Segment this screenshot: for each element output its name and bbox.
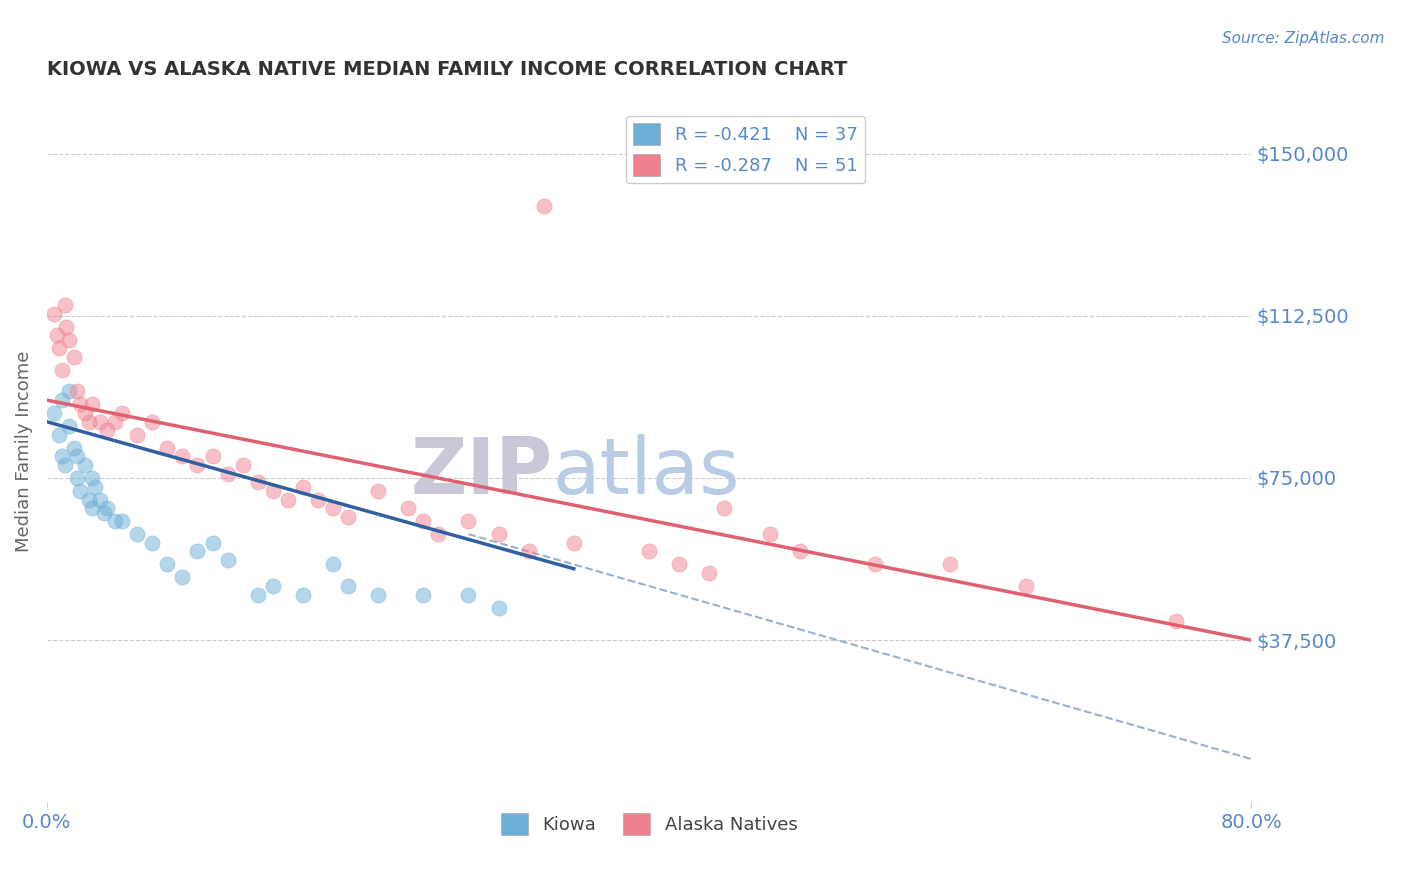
Point — [232, 458, 254, 472]
Point — [488, 527, 510, 541]
Point — [262, 579, 284, 593]
Point — [156, 558, 179, 572]
Text: Source: ZipAtlas.com: Source: ZipAtlas.com — [1222, 31, 1385, 46]
Point — [48, 341, 70, 355]
Point — [1014, 579, 1036, 593]
Point — [201, 450, 224, 464]
Point — [186, 544, 208, 558]
Point — [217, 467, 239, 481]
Point — [48, 427, 70, 442]
Point — [291, 588, 314, 602]
Point — [217, 553, 239, 567]
Point — [517, 544, 540, 558]
Text: KIOWA VS ALASKA NATIVE MEDIAN FAMILY INCOME CORRELATION CHART: KIOWA VS ALASKA NATIVE MEDIAN FAMILY INC… — [46, 60, 848, 78]
Point — [127, 527, 149, 541]
Point — [367, 588, 389, 602]
Point — [66, 450, 89, 464]
Point — [156, 441, 179, 455]
Y-axis label: Median Family Income: Median Family Income — [15, 351, 32, 551]
Point — [111, 406, 134, 420]
Point — [186, 458, 208, 472]
Point — [457, 588, 479, 602]
Point — [73, 406, 96, 420]
Legend: Kiowa, Alaska Natives: Kiowa, Alaska Natives — [494, 806, 804, 842]
Point — [533, 198, 555, 212]
Point — [104, 415, 127, 429]
Point — [77, 492, 100, 507]
Point — [58, 333, 80, 347]
Point — [713, 501, 735, 516]
Point — [141, 536, 163, 550]
Point — [322, 558, 344, 572]
Point — [51, 393, 73, 408]
Point — [337, 509, 360, 524]
Point — [457, 514, 479, 528]
Point — [127, 427, 149, 442]
Point — [863, 558, 886, 572]
Point — [66, 384, 89, 399]
Point — [69, 483, 91, 498]
Point — [246, 475, 269, 490]
Point — [758, 527, 780, 541]
Point — [66, 471, 89, 485]
Point — [172, 450, 194, 464]
Point — [89, 415, 111, 429]
Point — [63, 350, 86, 364]
Point — [427, 527, 450, 541]
Point — [262, 483, 284, 498]
Point — [307, 492, 329, 507]
Point — [80, 501, 103, 516]
Point — [73, 458, 96, 472]
Point — [396, 501, 419, 516]
Point — [96, 501, 118, 516]
Point — [412, 514, 434, 528]
Point — [80, 471, 103, 485]
Text: atlas: atlas — [553, 434, 740, 510]
Point — [58, 419, 80, 434]
Point — [337, 579, 360, 593]
Point — [93, 506, 115, 520]
Point — [53, 298, 76, 312]
Point — [1164, 614, 1187, 628]
Point — [44, 307, 66, 321]
Point — [668, 558, 690, 572]
Text: ZIP: ZIP — [411, 434, 553, 510]
Point — [80, 397, 103, 411]
Point — [789, 544, 811, 558]
Point — [172, 570, 194, 584]
Point — [291, 480, 314, 494]
Point — [201, 536, 224, 550]
Point — [277, 492, 299, 507]
Point — [96, 424, 118, 438]
Point — [69, 397, 91, 411]
Point — [246, 588, 269, 602]
Point — [322, 501, 344, 516]
Point — [412, 588, 434, 602]
Point — [939, 558, 962, 572]
Point — [84, 480, 107, 494]
Point — [488, 600, 510, 615]
Point — [44, 406, 66, 420]
Point — [55, 319, 77, 334]
Point — [111, 514, 134, 528]
Point — [141, 415, 163, 429]
Point — [77, 415, 100, 429]
Point — [53, 458, 76, 472]
Point — [104, 514, 127, 528]
Point — [699, 566, 721, 580]
Point — [58, 384, 80, 399]
Point — [51, 450, 73, 464]
Point — [638, 544, 661, 558]
Point — [562, 536, 585, 550]
Point — [63, 441, 86, 455]
Point — [89, 492, 111, 507]
Point — [51, 363, 73, 377]
Point — [46, 328, 69, 343]
Point — [367, 483, 389, 498]
